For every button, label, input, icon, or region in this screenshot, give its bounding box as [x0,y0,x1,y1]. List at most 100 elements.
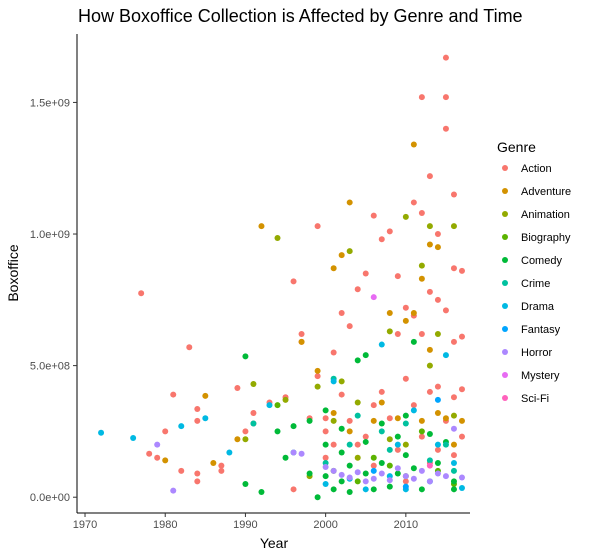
point-comedy [402,452,409,459]
x-tick-label: 1980 [153,519,177,531]
point-adventure [330,409,337,416]
point-comedy [402,412,409,419]
point-action [146,450,153,457]
point-action [194,470,201,477]
point-animation [354,454,361,461]
point-action [434,231,441,238]
point-adventure [410,141,417,148]
point-animation [250,381,257,388]
point-horror [402,473,409,480]
point-horror [330,467,337,474]
point-adventure [386,309,393,316]
point-crime [378,428,385,435]
point-comedy [378,459,385,466]
point-adventure [402,317,409,324]
legend-key-comedy [502,257,508,263]
legend-key-animation [502,211,508,217]
point-animation [330,417,337,424]
point-horror [418,467,425,474]
point-drama [442,352,449,359]
point-comedy [346,488,353,495]
point-comedy [370,486,377,493]
x-axis-title: Year [260,535,289,551]
point-action [402,375,409,382]
point-horror [434,470,441,477]
point-action [458,433,465,440]
point-animation [282,396,289,403]
point-crime [346,441,353,448]
point-action [394,331,401,338]
point-mystery [370,294,377,301]
point-comedy [242,353,249,360]
point-action [458,333,465,340]
point-adventure [458,417,465,424]
point-biography [418,428,425,435]
point-adventure [162,457,169,464]
point-action [434,446,441,453]
chart-title: How Boxoffice Collection is Affected by … [78,6,523,26]
point-action [322,454,329,461]
point-drama [178,423,185,430]
point-action [426,173,433,180]
point-adventure [298,338,305,345]
point-adventure [426,241,433,248]
point-biography [354,478,361,485]
point-comedy [330,486,337,493]
point-drama [458,484,465,491]
point-drama [130,434,137,441]
point-comedy [322,441,329,448]
point-comedy [338,449,345,456]
point-horror [290,449,297,456]
point-horror [322,463,329,470]
point-action [170,391,177,398]
point-action [218,467,225,474]
point-crime [250,420,257,427]
point-horror [386,477,393,484]
point-comedy [306,470,313,477]
point-action [290,486,297,493]
point-comedy [450,486,457,493]
point-action [298,331,305,338]
point-drama [378,341,385,348]
point-action [434,296,441,303]
point-comedy [362,352,369,359]
point-comedy [426,431,433,438]
point-comedy [258,488,265,495]
point-action [450,265,457,272]
point-horror [298,450,305,457]
point-comedy [274,428,281,435]
legend-key-drama [502,303,508,309]
point-horror [378,470,385,477]
point-comedy [322,407,329,414]
point-comedy [282,454,289,461]
point-action [314,373,321,380]
point-action [194,478,201,485]
point-comedy [378,420,385,427]
point-action [242,428,249,435]
x-tick-label: 2010 [394,519,418,531]
point-action [410,402,417,409]
point-adventure [330,265,337,272]
point-action [346,323,353,330]
point-drama [266,402,273,409]
legend-title: Genre [497,139,536,155]
point-animation [402,213,409,220]
point-action [322,415,329,422]
point-adventure [442,415,449,422]
point-action [458,386,465,393]
point-animation [426,362,433,369]
point-action [442,307,449,314]
point-action [434,383,441,390]
point-adventure [370,417,377,424]
point-crime [426,457,433,464]
point-comedy [410,465,417,472]
point-sci-fi [426,462,433,469]
x-tick-label: 1970 [73,519,97,531]
data-points [98,54,465,501]
point-action [410,199,417,206]
point-action [362,433,369,440]
point-adventure [434,244,441,251]
point-comedy [290,423,297,430]
point-animation [386,436,393,443]
point-action [450,394,457,401]
